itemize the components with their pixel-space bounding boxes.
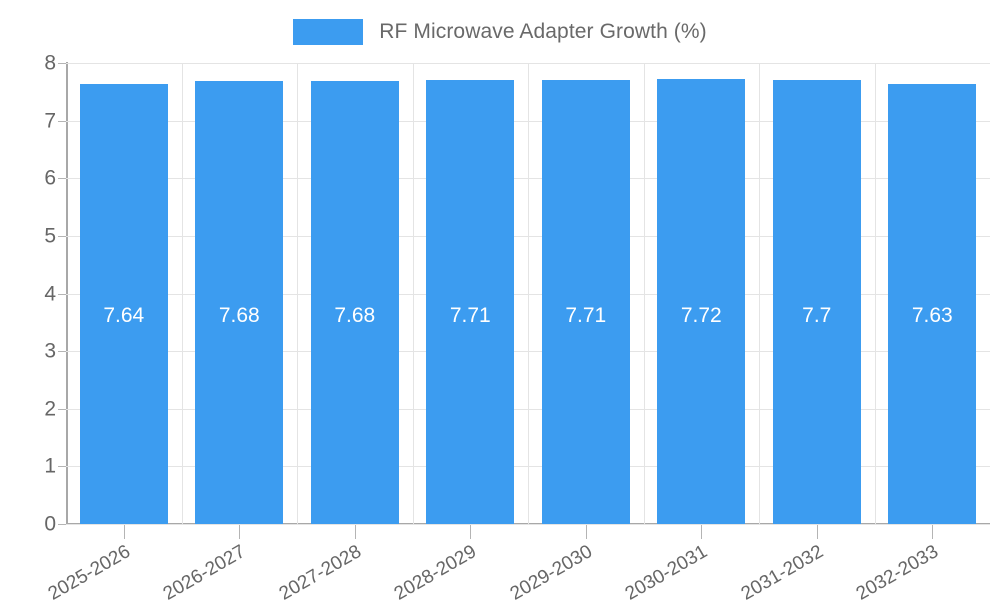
x-axis-tick-label: 2032-2033 [853,541,943,600]
y-axis-tick-mark [58,293,66,295]
x-axis-tick-mark [124,525,125,539]
chart-legend[interactable]: RF Microwave Adapter Growth (%) [0,14,1000,50]
bar-value-label: 7.72 [680,304,722,327]
bar-value-label: 7.7 [802,304,832,327]
bar[interactable]: 7.68 [195,81,284,524]
x-gridline [528,63,529,524]
y-axis-tick-labels: 0 1 2 3 4 5 6 7 8 [0,53,56,535]
bar[interactable]: 7.71 [541,79,630,524]
bar[interactable]: 7.71 [426,79,515,524]
bar-value-label: 7.68 [334,304,376,327]
bar-value-label: 7.64 [103,304,145,327]
bar-value-label: 7.71 [565,304,607,327]
x-axis-tick-mark [932,525,933,539]
x-axis-tick-mark [817,525,818,539]
y-axis-tick-label: 6 [44,166,56,190]
x-gridline [875,63,876,524]
legend-series-label: RF Microwave Adapter Growth (%) [379,20,707,43]
x-axis-tick-label: 2025-2026 [44,541,134,600]
y-axis-tick-label: 5 [44,224,56,248]
y-axis-tick-mark [58,466,66,468]
x-axis-tick-label: 2027-2028 [275,541,365,600]
y-axis-tick-label: 1 [44,454,56,478]
bar-value-label: 7.68 [218,304,260,327]
x-axis-tick-label: 2030-2031 [622,541,712,600]
y-axis-tick-mark [58,178,66,180]
x-gridline [297,63,298,524]
x-axis-tick-label: 2026-2027 [160,541,250,600]
bar-value-label: 7.63 [911,304,953,327]
x-axis-tick-mark [701,525,702,539]
bar[interactable]: 7.64 [79,83,168,524]
x-gridline [182,63,183,524]
x-axis-tick-label: 2028-2029 [391,541,481,600]
bar[interactable]: 7.63 [888,84,977,524]
y-axis-tick-mark [58,351,66,353]
bar[interactable]: 7.72 [657,79,746,524]
x-axis-tick-mark [239,525,240,539]
y-axis-tick-mark [58,63,66,64]
x-axis-tick-mark [586,525,587,539]
x-axis-tick-label: 2031-2032 [737,541,827,600]
y-axis-tick-mark [58,524,66,525]
x-gridline [759,63,760,524]
y-axis-tick-label: 8 [44,51,56,75]
x-gridline [644,63,645,524]
bar[interactable]: 7.7 [772,80,861,524]
y-axis-tick-mark [58,120,66,122]
bar[interactable]: 7.68 [310,81,399,524]
legend-color-swatch-icon [293,19,364,45]
y-axis-tick-label: 3 [44,339,56,363]
y-axis-tick-label: 7 [44,109,56,133]
y-axis-tick-label: 2 [44,397,56,421]
x-axis-tick-mark [470,525,471,539]
bar-value-label: 7.71 [449,304,491,327]
y-axis-tick-mark [58,235,66,237]
y-axis-tick-label: 0 [44,512,56,536]
y-axis-tick-label: 4 [44,282,56,305]
x-axis-tick-mark [355,525,356,539]
plot-area: 7.64 7.68 7.68 7.71 7.71 7.72 7.7 7.63 [66,63,990,525]
y-axis-tick-mark [58,408,66,410]
y-gridline [66,524,990,525]
x-axis-tick-label: 2029-2030 [506,541,596,600]
x-gridline [413,63,414,524]
